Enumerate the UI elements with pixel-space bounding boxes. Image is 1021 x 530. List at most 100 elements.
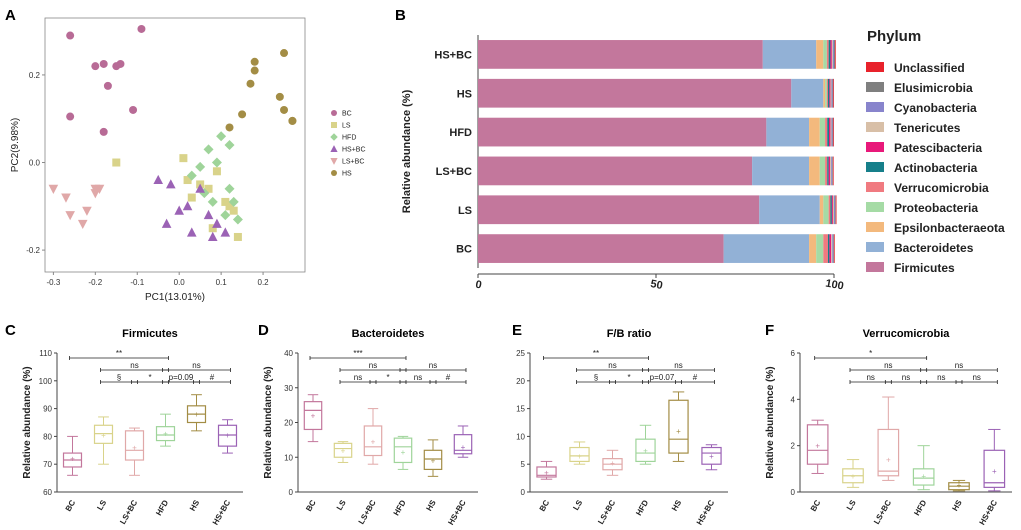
bar-segment-actinobacteria: [828, 40, 831, 69]
mean-marker: +: [851, 472, 856, 481]
point-ls: [183, 176, 192, 185]
bar-segment-actinobacteria: [827, 234, 830, 263]
significance-label: ns: [937, 373, 945, 382]
bar-segment-verrucomicrobia: [828, 195, 831, 225]
significance-label: *: [869, 349, 872, 358]
point-hs: [280, 49, 289, 58]
legend-label-elusimicrobia: Elusimicrobia: [894, 81, 973, 95]
bar-segment-elusimicrobia: [834, 40, 836, 69]
bar-segment-epsilonbacteraeota: [809, 117, 820, 147]
legend-label-firmicutes: Firmicutes: [894, 261, 955, 275]
significance-label: ns: [130, 361, 138, 370]
legend-swatch-epsilonbacteraeota: [866, 222, 884, 232]
x-tick-label: -0.1: [130, 278, 144, 287]
y-axis-label: PC2(9.98%): [10, 118, 21, 172]
bar-segment-tenericutes: [831, 234, 833, 263]
significance-label: ns: [429, 361, 437, 370]
point-hs: [225, 123, 234, 132]
bar-segment-unclassified: [834, 234, 835, 263]
svg-text:E: E: [512, 322, 522, 339]
bar-segment-unclassified: [832, 156, 834, 186]
panel-label-b: B: [395, 7, 406, 24]
x-tick-label: HS: [950, 498, 964, 513]
significance-label: ns: [674, 361, 682, 370]
firmicutes-box-chart: Firmicutes 60 70 80 90 100 110 Relative abundan…: [22, 328, 243, 527]
mean-marker: +: [132, 444, 137, 453]
point-ls: [187, 193, 196, 202]
category-label-ls: LS: [458, 205, 472, 217]
point-bc: [99, 59, 108, 68]
legend-label-unclassified: Unclassified: [894, 61, 965, 75]
box-hs-plus-bc: [701, 446, 722, 465]
y-tick-label: 0: [521, 488, 526, 497]
x-tick-label: BC: [538, 498, 552, 513]
point-ls: [221, 197, 230, 206]
significance-label: *: [386, 373, 389, 382]
x-tick-label: HS+BC: [978, 498, 1000, 526]
mean-marker: +: [544, 469, 549, 478]
significance-label: ns: [354, 373, 362, 382]
bar-segment-verrucomicrobia: [825, 117, 828, 147]
legend-swatch-actinobacteria: [866, 162, 884, 172]
bar-segment-proteobacteria: [819, 117, 826, 147]
legend-label-ls-plus-bc: LS+BC: [342, 159, 364, 166]
y-tick-label: 10: [284, 453, 293, 462]
bar-segment-epsilonbacteraeota: [809, 234, 817, 263]
y-tick-label: 80: [43, 432, 52, 441]
significance-label: *: [627, 373, 630, 382]
svg-text:D: D: [258, 322, 269, 339]
point-hs: [238, 110, 247, 119]
point-hs: [275, 92, 284, 101]
category-label-ls-plus-bc: LS+BC: [436, 166, 472, 178]
bacteroidetes-box-chart: Bacteroidetes 0 10 20 30 40 Relative abundance…: [263, 328, 478, 527]
point-ls: [225, 202, 234, 211]
x-tick-label: HFD: [634, 498, 650, 517]
legend-marker-ls-plus-bc: [330, 158, 338, 165]
legend-label-ls: LS: [342, 123, 351, 130]
legend-label-tenericutes: Tenericutes: [894, 121, 961, 135]
mean-marker: +: [371, 438, 376, 447]
mean-marker: +: [311, 412, 316, 421]
y-tick-label: 90: [43, 405, 52, 414]
mean-marker: +: [70, 455, 75, 464]
x-tick-label: LS: [571, 498, 584, 512]
point-hfd: [186, 170, 197, 181]
bar-segment-actinobacteria: [827, 117, 830, 147]
mean-marker: +: [163, 430, 168, 439]
y-tick-label: 30: [284, 384, 293, 393]
legend-marker-hs-plus-bc: [330, 145, 338, 152]
y-tick-label: 0: [791, 488, 796, 497]
bar-segment-tenericutes: [830, 156, 832, 186]
mean-marker: +: [610, 459, 615, 468]
point-hfd: [211, 157, 222, 168]
y-tick-label: 0.2: [29, 71, 41, 80]
bar-segment-tenericutes: [830, 117, 832, 147]
y-tick-label: 110: [39, 349, 52, 358]
bar-segment-epsilonbacteraeota: [816, 40, 824, 69]
legend-swatch-elusimicrobia: [866, 82, 884, 92]
x-tick-label: LS+BC: [118, 498, 139, 526]
point-hs-plus-bc: [161, 218, 172, 228]
x-tick-label: BC: [304, 498, 318, 513]
point-ls-plus-bc: [48, 184, 59, 194]
legend-label-verrucomicrobia: Verrucomicrobia: [894, 181, 989, 195]
x-tick-label: LS: [335, 498, 348, 512]
x-tick-label: HFD: [154, 498, 170, 517]
mean-marker: +: [709, 452, 714, 461]
point-ls: [208, 224, 217, 233]
bar-segment-patescibacteria: [829, 117, 831, 147]
box-hfd: [912, 468, 935, 486]
point-ls-plus-bc: [82, 206, 92, 216]
bar-segment-patescibacteria: [829, 78, 831, 108]
point-hs: [250, 57, 259, 66]
legend-marker-bc: [331, 110, 337, 116]
x-axis-label: PC1(13.01%): [145, 292, 205, 303]
significance-label: ns: [866, 373, 874, 382]
panel-label-a: A: [5, 7, 16, 24]
point-bc: [66, 31, 75, 40]
legend-marker-hs: [331, 170, 337, 176]
x-tick-label: HS: [670, 498, 684, 513]
point-ls-plus-bc: [61, 193, 71, 203]
category-label-hs: HS: [457, 88, 472, 100]
mean-marker: +: [431, 457, 436, 466]
